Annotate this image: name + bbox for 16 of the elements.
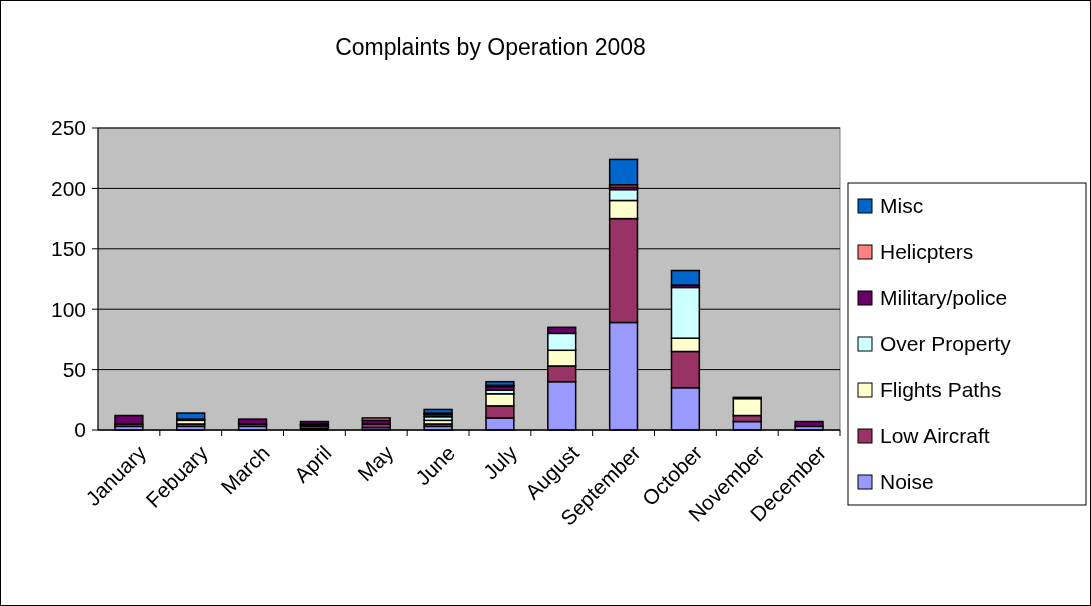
x-tick-label: May: [353, 440, 398, 486]
legend-label: Over Property: [880, 332, 1012, 356]
x-tick-label: July: [478, 440, 522, 484]
y-tick-label: 250: [50, 116, 86, 140]
y-tick-label: 50: [62, 357, 86, 381]
legend-label: Military/police: [880, 286, 1008, 310]
legend-label: Helicpters: [880, 240, 974, 264]
legend-label: Noise: [880, 470, 934, 494]
chart-title: Complaints by Operation 2008: [335, 34, 646, 60]
legend-label: Misc: [880, 194, 924, 218]
y-tick-label: 0: [74, 418, 86, 442]
y-tick-label: 200: [50, 176, 86, 200]
legend-label: Low Aircraft: [880, 424, 990, 448]
legend-label: Flights Paths: [880, 378, 1002, 402]
y-tick-label: 100: [50, 297, 86, 321]
y-tick-label: 150: [50, 237, 86, 261]
